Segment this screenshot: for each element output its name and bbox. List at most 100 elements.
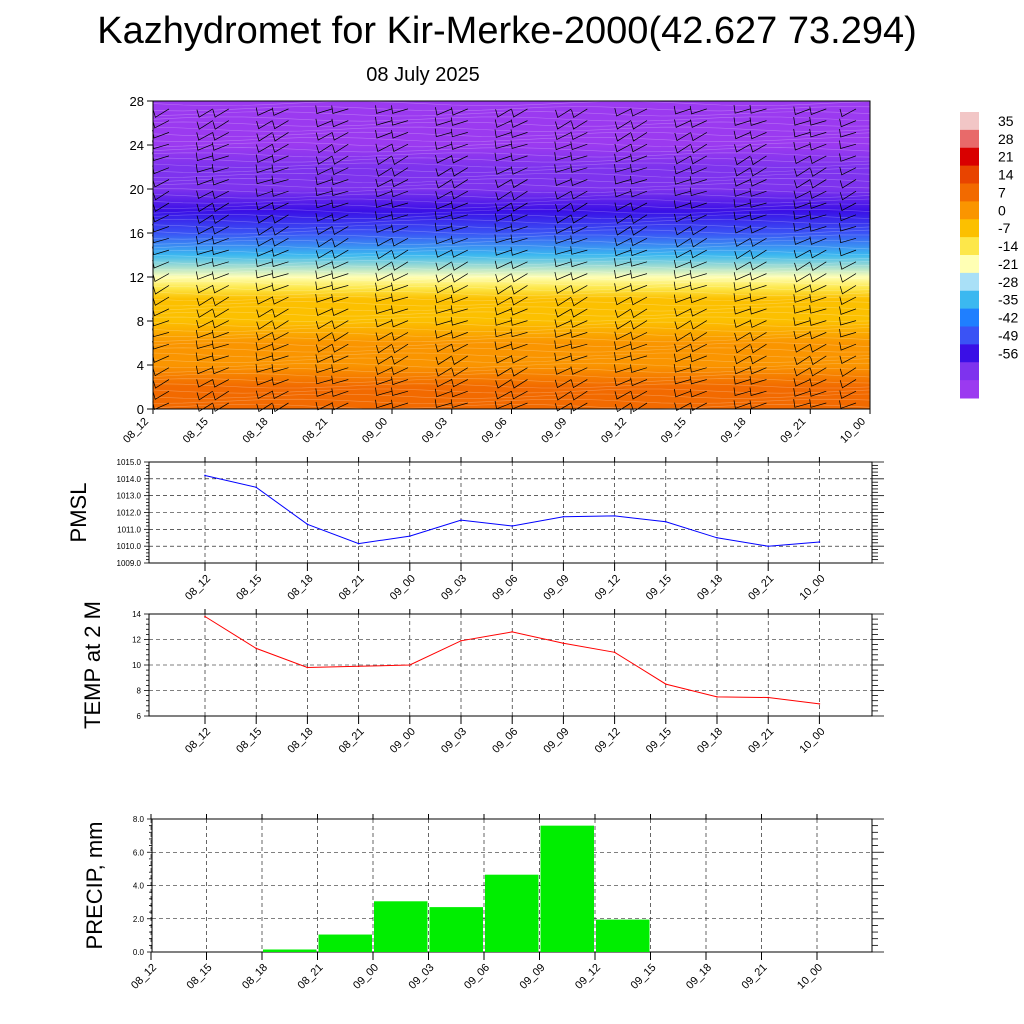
wind-barb (749, 178, 767, 187)
data-point (409, 535, 411, 537)
data-point (665, 520, 667, 523)
data-point (767, 696, 769, 699)
wind-barb (450, 117, 468, 126)
wind-barb (271, 201, 289, 211)
wind-barb (554, 329, 572, 338)
wind-barb (630, 390, 648, 400)
wind-barb (391, 261, 409, 271)
precip-bar (429, 907, 483, 952)
wind-barb (749, 305, 767, 315)
wind-barb (614, 258, 632, 267)
wind-barb (733, 130, 751, 140)
contour-line (152, 244, 871, 250)
wind-barb (211, 352, 229, 361)
wind-barb (450, 201, 468, 210)
wind-barb (256, 332, 273, 341)
colorbar-swatch (960, 290, 979, 310)
wind-barb (689, 294, 707, 304)
x-tick-label: 09_21 (740, 962, 770, 992)
wind-barb (690, 226, 707, 236)
wind-barb (571, 296, 588, 307)
x-tick-label: 08_12 (121, 416, 151, 446)
wind-barb (630, 283, 648, 292)
wind-barb (255, 107, 273, 116)
wind-barb (570, 352, 588, 362)
wind-barb (315, 260, 333, 269)
y-tick-label: 6 (137, 712, 142, 721)
y-tick-label: 1010.0 (117, 542, 142, 551)
wind-barb (674, 119, 691, 128)
wind-barb (749, 282, 767, 291)
wind-barb (614, 143, 632, 153)
wind-barb (196, 132, 213, 141)
wind-barb (630, 341, 648, 351)
data-point (511, 631, 513, 633)
wind-barb (793, 200, 811, 209)
wind-barb (450, 399, 468, 408)
contour-line (152, 183, 871, 189)
wind-barb (450, 305, 468, 314)
wind-barb (375, 116, 393, 126)
x-tick-label: 08_21 (337, 726, 367, 756)
wind-barb (375, 305, 393, 314)
wind-barb (689, 270, 707, 279)
wind-barb (391, 116, 409, 126)
y-tick-label: 16 (130, 226, 144, 241)
wind-barb (494, 307, 512, 316)
wind-barb (315, 105, 333, 114)
wind-barb (211, 258, 229, 267)
wind-barb (315, 176, 333, 186)
wind-barb (196, 202, 213, 212)
wind-barb (614, 390, 632, 400)
x-tick-label: 09_03 (420, 416, 450, 446)
wind-barb (434, 305, 452, 314)
wind-barb (630, 202, 648, 211)
wind-barb (315, 118, 333, 128)
wind-barb (614, 188, 632, 198)
wind-barb (674, 143, 692, 154)
wind-barb (272, 214, 289, 224)
temp-panel: 6 8 10 12 14 08_12 08_15 08_18 08_21 09_00 09_03 09… (80, 601, 884, 756)
wind-barb (271, 363, 289, 373)
x-tick-label: 09_15 (644, 726, 674, 756)
wind-barb (749, 387, 767, 396)
data-point (767, 545, 769, 547)
y-tick-label: 1013.0 (117, 492, 142, 501)
wind-barb (152, 285, 170, 295)
pmsl-panel: 1009.0 1010.0 1011.0 1012.0 1013.0 1014.0 1015… (66, 457, 884, 603)
wind-barb (256, 214, 273, 224)
colorbar-swatch (960, 380, 979, 399)
wind-barb (391, 105, 409, 114)
wind-barb (614, 247, 632, 257)
wind-barb (271, 377, 289, 386)
wind-barb (212, 402, 229, 412)
wind-barb (152, 179, 170, 188)
x-tick-label: 09_15 (644, 573, 674, 603)
y-tick-label: 6.0 (133, 848, 145, 857)
wind-barb (451, 179, 469, 189)
wind-barb (315, 132, 333, 141)
contour-line (152, 229, 871, 235)
chart-subtitle: 08 July 2025 (366, 64, 480, 86)
wind-barb (690, 119, 707, 128)
y-tick-label: 8 (137, 687, 142, 696)
wind-barb (434, 222, 452, 232)
wind-barb (570, 308, 588, 318)
wind-barb (494, 317, 512, 326)
wind-barb (810, 261, 827, 271)
x-tick-label: 09_21 (778, 416, 808, 446)
wind-barb (152, 273, 170, 282)
contour-line (152, 193, 871, 199)
wind-barb (451, 167, 468, 177)
wind-barb (331, 320, 349, 330)
wind-barb (674, 166, 691, 175)
wind-barb (391, 366, 409, 376)
wind-barb (495, 108, 512, 118)
x-tick-label: 09_06 (490, 726, 520, 756)
colorbar-swatch (960, 147, 979, 167)
wind-barb (212, 202, 229, 212)
wind-barb (750, 355, 767, 365)
y-tick-label: 20 (130, 182, 144, 197)
wind-barb (331, 213, 349, 222)
wind-barb (255, 248, 273, 257)
